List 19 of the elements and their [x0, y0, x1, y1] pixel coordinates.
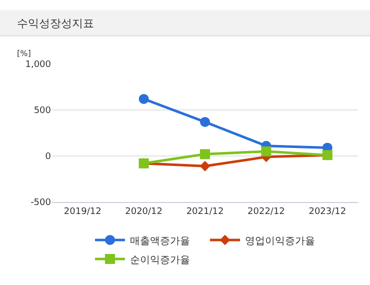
legend-label: 매출액증가율	[130, 236, 190, 247]
y-tick-label: 1,000	[25, 60, 52, 70]
x-tick-label: 2019/12	[64, 206, 102, 217]
y-tick-label: 0	[45, 152, 52, 162]
point	[200, 116, 210, 127]
y-axis-title: [%]	[17, 49, 31, 58]
y-tick-label: 500	[34, 106, 52, 116]
point	[138, 94, 149, 104]
point	[200, 149, 210, 160]
x-tick-label: 2022/12	[248, 206, 285, 217]
point	[200, 160, 210, 172]
chart-title: 수익성장성지표	[17, 17, 94, 30]
legend-label: 순이익증가율	[130, 254, 190, 266]
y-tick-label: -500	[30, 198, 52, 208]
x-tick-label: 2021/12	[186, 206, 224, 217]
point	[261, 146, 272, 156]
x-tick-label: 2023/12	[308, 206, 346, 217]
x-tick-label: 2020/12	[125, 206, 162, 217]
legend-label: 영업이익증가율	[245, 236, 315, 247]
